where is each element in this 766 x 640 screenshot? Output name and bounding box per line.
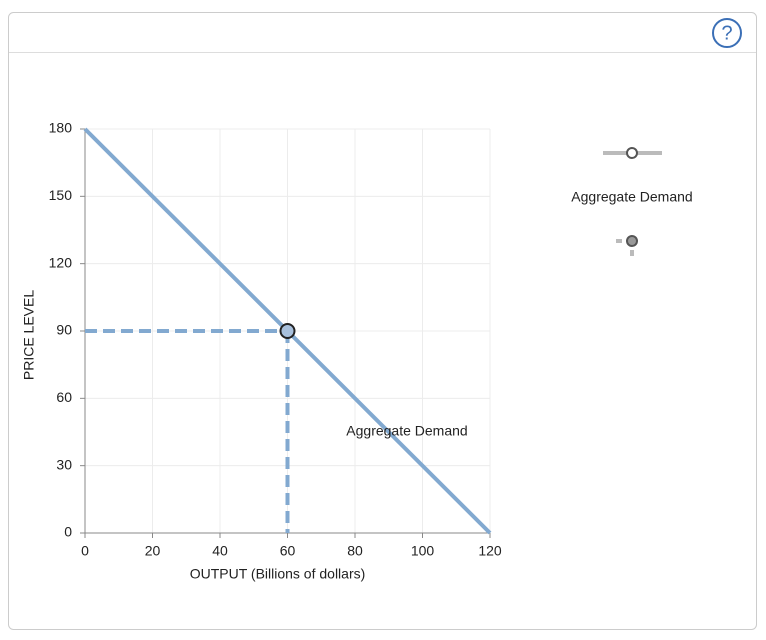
x-tick-label: 100 [411,543,435,559]
y-axis-label: PRICE LEVEL [21,290,37,380]
point-tool[interactable] [626,235,638,247]
y-tick-label: 180 [49,120,73,136]
x-tick-label: 120 [478,543,502,559]
y-tick-label: 90 [56,322,72,338]
x-tick-label: 40 [212,543,228,559]
equilibrium-point[interactable] [279,323,296,339]
help-icon[interactable]: ? [721,22,732,44]
help-button[interactable] [712,18,742,48]
y-tick-label: 120 [49,254,73,270]
tool-palette: Aggregate Demand [571,147,693,256]
legend-label: Aggregate Demand [571,189,692,205]
plot: 0 30 60 90 120 150 180 0 20 40 60 80 100 120 OUTPUT (B… [21,120,502,582]
y-tick-label: 150 [49,187,73,203]
line-tool-handle[interactable] [626,147,638,159]
panel [8,12,757,630]
y-tick-label: 0 [64,524,72,540]
y-tick-label: 60 [56,389,72,405]
x-tick-label: 0 [81,543,89,559]
y-tick-label: 30 [56,456,72,472]
x-tick-label: 80 [347,543,363,559]
x-tick-label: 20 [145,543,161,559]
x-axis-label: OUTPUT (Billions of dollars) [190,566,366,582]
x-tick-label: 60 [280,543,296,559]
curve-annotation: Aggregate Demand [346,423,467,439]
